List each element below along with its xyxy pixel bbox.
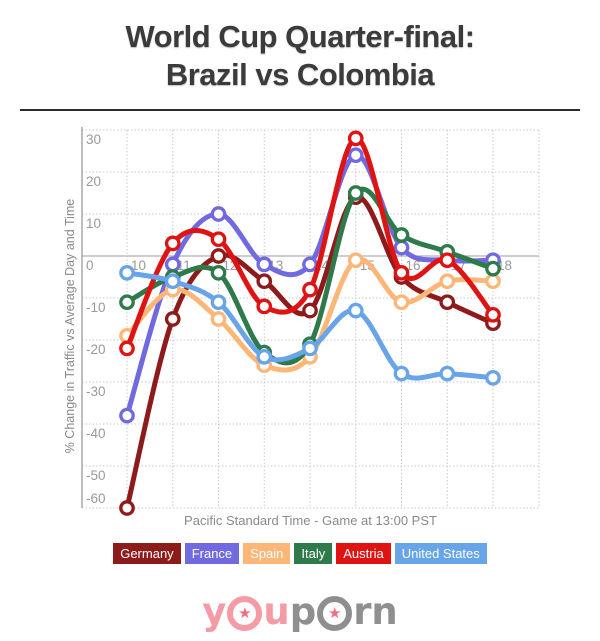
legend-item-germany: Germany (113, 543, 181, 564)
data-point (393, 239, 410, 256)
y-tick-label: -50 (86, 468, 106, 483)
data-point (393, 227, 410, 243)
star-icon: ★ (238, 603, 252, 622)
legend-item-united-states: United States (394, 543, 487, 564)
series-line (124, 186, 496, 366)
data-point (210, 294, 227, 311)
data-point (119, 407, 135, 424)
logo-letter-y: y (202, 589, 227, 633)
series-united-states (119, 264, 501, 386)
logo-o-star-icon: ★ (317, 595, 353, 631)
data-point (347, 147, 364, 164)
data-point (256, 273, 273, 290)
page-title-line2: Brazil vs Colombia (165, 57, 435, 92)
data-point (119, 340, 135, 357)
data-point (485, 273, 501, 290)
data-point (256, 298, 273, 315)
y-tick-label: 30 (86, 132, 101, 147)
logo-letter-u: u (263, 589, 290, 633)
data-point (347, 252, 364, 269)
data-point (302, 340, 318, 357)
y-tick-label: 10 (86, 216, 101, 231)
data-point (210, 231, 227, 248)
legend-item-italy: Italy (294, 543, 333, 564)
data-point (119, 294, 135, 311)
y-tick-label: -40 (86, 426, 106, 441)
data-point (393, 264, 410, 281)
data-point (393, 365, 410, 382)
y-tick-label: -10 (86, 300, 106, 315)
logo-o-star-icon: ★ (227, 595, 263, 631)
title-divider (20, 109, 580, 111)
data-point (164, 311, 181, 327)
legend-item-austria: Austria (336, 543, 391, 564)
chart-legend: Germany France Spain Italy Austria United Sta… (0, 543, 600, 564)
data-point (164, 273, 181, 290)
y-tick-label: -30 (86, 384, 106, 399)
x-axis-caption: Pacific Standard Time - Game at 13:00 PS… (184, 513, 437, 528)
y-axis-title: % Change in Traffic vs Average Day and T… (63, 198, 77, 454)
data-point (210, 248, 227, 264)
series-line (124, 135, 496, 351)
x-tick-label: 10 (131, 258, 146, 273)
data-point (210, 206, 227, 222)
data-point (164, 235, 181, 252)
y-tick-label: 20 (86, 174, 101, 189)
data-point (210, 311, 227, 327)
logo-letter-p: p (289, 589, 317, 633)
logo-letters-rn: rn (353, 589, 398, 633)
data-point (256, 348, 273, 365)
star-icon: ★ (327, 603, 342, 622)
data-point (485, 306, 501, 323)
data-point (439, 252, 456, 269)
data-point (210, 264, 227, 281)
data-point (302, 256, 318, 273)
data-point (485, 369, 501, 386)
y-tick-label: 0 (86, 258, 94, 273)
data-point (347, 185, 364, 201)
data-point (347, 130, 364, 147)
page-title-line1: World Cup Quarter-final: (125, 19, 475, 54)
series-austria (119, 130, 501, 357)
data-point (439, 365, 456, 382)
legend-item-france: France (184, 543, 240, 564)
legend-item-spain: Spain (243, 543, 291, 564)
data-point (119, 264, 135, 281)
data-point (302, 302, 318, 319)
data-point (485, 260, 501, 277)
x-tick-label: 16 (406, 258, 421, 273)
data-point (393, 294, 410, 311)
data-point (347, 302, 364, 319)
data-point (439, 273, 456, 290)
page-title: World Cup Quarter-final: Brazil vs Colom… (0, 18, 600, 94)
y-tick-label: -60 (86, 491, 106, 506)
data-point (302, 281, 318, 298)
data-point (119, 500, 135, 516)
y-tick-label: -20 (86, 342, 106, 357)
data-point (164, 256, 181, 273)
data-point (256, 256, 273, 273)
data-point (439, 294, 456, 311)
brand-logo: y ★ u p ★ rn (0, 586, 600, 636)
